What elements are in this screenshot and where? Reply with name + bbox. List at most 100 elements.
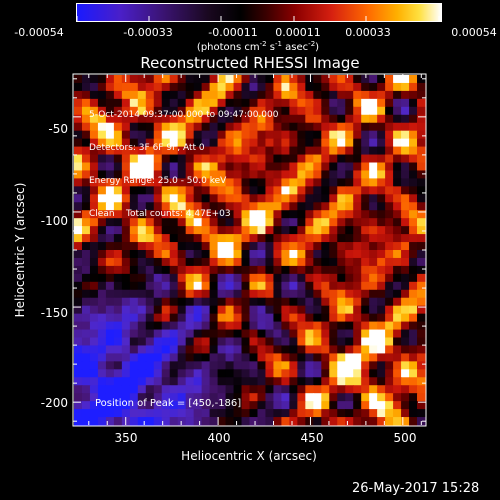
heatmap-cell xyxy=(385,194,394,203)
heatmap-cell xyxy=(81,385,91,394)
heatmap-cell xyxy=(393,257,402,267)
heatmap-cell xyxy=(201,281,211,291)
heatmap-cell xyxy=(265,273,275,283)
heatmap-cell xyxy=(257,202,267,211)
heatmap-cell xyxy=(193,401,203,410)
heatmap-cell xyxy=(249,345,259,354)
heatmap-cell xyxy=(393,385,402,394)
heatmap-cell xyxy=(265,130,275,140)
heatmap-cell xyxy=(249,281,259,291)
colorbar-tick-label: 0.00033 xyxy=(345,26,391,39)
heatmap-cell xyxy=(225,377,235,386)
colorbar-tick-label: 0.00054 xyxy=(451,26,497,39)
heatmap-cell xyxy=(409,218,418,227)
heatmap-cell xyxy=(329,146,338,156)
heatmap-cell xyxy=(345,114,354,124)
heatmap-cell xyxy=(161,186,171,195)
heatmap-cell xyxy=(105,234,115,243)
heatmap-cell xyxy=(74,361,83,370)
heatmap-cell xyxy=(177,313,187,323)
heatmap-cell xyxy=(385,377,394,386)
heatmap-cell xyxy=(329,226,338,235)
heatmap-cell xyxy=(377,297,386,307)
heatmap-cell xyxy=(113,122,123,132)
heatmap-cell xyxy=(361,281,370,291)
heatmap-cell xyxy=(225,265,235,275)
heatmap-cell xyxy=(401,154,410,164)
heatmap-cell xyxy=(137,417,147,426)
heatmap-cell xyxy=(161,417,171,426)
heatmap-cell xyxy=(89,353,99,362)
heatmap-cell xyxy=(177,409,187,418)
heatmap-cell xyxy=(369,114,378,124)
heatmap-cell xyxy=(121,138,131,148)
heatmap-cell xyxy=(177,401,187,410)
heatmap-cell xyxy=(193,273,203,283)
heatmap-cell xyxy=(313,377,322,386)
heatmap-cell xyxy=(193,313,203,323)
heatmap-cell xyxy=(105,106,115,116)
heatmap-cell xyxy=(281,289,290,299)
heatmap-cell xyxy=(401,257,410,267)
heatmap-cell xyxy=(249,234,259,243)
heatmap-cell xyxy=(297,122,306,132)
heatmap-cell xyxy=(273,114,283,124)
heatmap-cell xyxy=(241,377,251,386)
heatmap-cell xyxy=(401,281,410,291)
heatmap-cell xyxy=(281,281,290,291)
heatmap-cell xyxy=(265,202,275,211)
heatmap-cell xyxy=(177,281,187,291)
heatmap-cell xyxy=(401,369,410,378)
heatmap-cell xyxy=(177,234,187,243)
heatmap-cell xyxy=(313,353,322,362)
heatmap-cell xyxy=(281,377,290,386)
heatmap-cell xyxy=(361,114,370,124)
heatmap-cell xyxy=(129,329,139,339)
heatmap-cell xyxy=(74,218,83,227)
heatmap-cell xyxy=(121,226,131,235)
heatmap-cell xyxy=(417,122,426,132)
heatmap-cell xyxy=(169,242,179,251)
heatmap-cell xyxy=(129,257,139,267)
heatmap-cell xyxy=(81,361,91,370)
heatmap-cell xyxy=(137,202,147,211)
heatmap-cell xyxy=(281,250,290,259)
heatmap-cell xyxy=(369,170,378,179)
heatmap-cell xyxy=(137,98,147,108)
heatmap-cell xyxy=(97,114,107,124)
heatmap-cell xyxy=(273,162,283,172)
heatmap-cell xyxy=(169,265,179,275)
heatmap-cell xyxy=(225,297,235,307)
heatmap-cell xyxy=(113,297,123,307)
heatmap-cell xyxy=(217,90,227,100)
heatmap-cell xyxy=(385,313,394,323)
heatmap-cell xyxy=(129,218,139,227)
heatmap-cell xyxy=(177,122,187,132)
heatmap-cell xyxy=(377,385,386,394)
heatmap-cell xyxy=(145,75,155,84)
heatmap-cell xyxy=(177,202,187,211)
heatmap-cell xyxy=(153,377,163,386)
heatmap-cell xyxy=(97,401,107,410)
heatmap-cell xyxy=(249,265,259,275)
heatmap-cell xyxy=(209,202,219,211)
heatmap-cell xyxy=(161,90,171,100)
heatmap-cell xyxy=(233,202,243,211)
heatmap-cell xyxy=(345,154,354,164)
heatmap-cell xyxy=(161,305,171,315)
heatmap-cell xyxy=(193,250,203,259)
heatmap-cell xyxy=(145,377,155,386)
heatmap-cell xyxy=(409,329,418,339)
heatmap-cell xyxy=(201,242,211,251)
heatmap-cell xyxy=(113,289,123,299)
heatmap-cell xyxy=(97,250,107,259)
heatmap-cell xyxy=(169,106,179,116)
heatmap-cell xyxy=(257,186,267,195)
heatmap-cell xyxy=(81,82,91,92)
heatmap-cell xyxy=(113,409,123,418)
heatmap-cell xyxy=(217,146,227,156)
heatmap-cell xyxy=(185,98,195,108)
heatmap-cell xyxy=(313,361,322,370)
heatmap-cell xyxy=(369,273,378,283)
heatmap-cell xyxy=(209,385,219,394)
